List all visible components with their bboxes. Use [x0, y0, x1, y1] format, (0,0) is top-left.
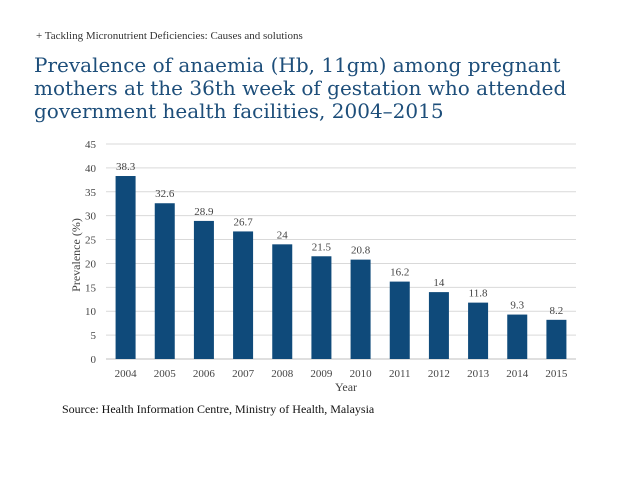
- bar-2004: [115, 176, 136, 359]
- data-label: 20.8: [351, 245, 371, 257]
- x-tick-label: 2014: [506, 368, 529, 380]
- data-label: 9.3: [510, 300, 524, 312]
- bar-2007: [233, 231, 254, 359]
- data-label: 32.6: [155, 188, 175, 200]
- x-tick-label: 2011: [389, 368, 411, 380]
- y-tick-label: 5: [91, 330, 97, 342]
- x-tick-label: 2008: [271, 368, 294, 380]
- chart-title: Prevalence of anaemia (Hb, 11gm) among p…: [34, 53, 567, 123]
- data-label: 8.2: [550, 305, 564, 317]
- y-tick-label: 15: [85, 282, 97, 294]
- data-labels: 38.3 32.6 28.9 26.7 24 21.5 20.8 16.2 14 11.8 9.3 8…: [116, 161, 563, 317]
- x-tick-label: 2015: [545, 368, 568, 380]
- data-label: 11.8: [469, 288, 488, 300]
- x-axis-ticks: 2004 2005 2006 2007 2008 2009 2010 2011 2012 2013…: [115, 368, 568, 380]
- x-tick-label: 2007: [232, 368, 255, 380]
- source-note: Source: Health Information Centre, Minis…: [62, 402, 375, 416]
- bar-2006: [193, 220, 214, 359]
- x-tick-label: 2012: [428, 368, 450, 380]
- bar-2009: [311, 256, 332, 359]
- data-label: 14: [433, 277, 445, 289]
- bar-2013: [468, 302, 489, 359]
- y-axis-ticks: 0 5 10 15 20 25 30 35 40 45: [85, 139, 97, 366]
- bar-chart: 0 5 10 15 20 25 30 35 40 45 38.3 32.6 28.9 26.7 24 21.…: [69, 139, 576, 394]
- y-tick-label: 45: [85, 139, 97, 151]
- y-tick-label: 30: [85, 211, 97, 223]
- x-tick-label: 2009: [310, 368, 333, 380]
- data-label: 24: [277, 229, 289, 241]
- bar-2011: [389, 281, 410, 359]
- data-label: 26.7: [233, 216, 253, 228]
- x-tick-label: 2004: [115, 368, 138, 380]
- y-tick-label: 0: [91, 354, 97, 366]
- bar-2010: [350, 259, 371, 359]
- bar-2008: [272, 244, 293, 359]
- data-label: 28.9: [194, 206, 214, 218]
- gridlines: [106, 143, 576, 360]
- bars: [115, 176, 567, 359]
- y-tick-label: 10: [85, 306, 97, 318]
- bar-2005: [154, 203, 175, 359]
- slide-header: + Tackling Micronutrient Deficiencies: C…: [36, 30, 303, 42]
- y-axis-label: Prevalence (%): [69, 218, 83, 292]
- x-tick-label: 2010: [350, 368, 373, 380]
- data-label: 38.3: [116, 161, 136, 173]
- x-tick-label: 2006: [193, 368, 216, 380]
- x-tick-label: 2005: [154, 368, 177, 380]
- y-tick-label: 20: [85, 258, 97, 270]
- x-axis-label: Year: [335, 380, 357, 394]
- bar-2012: [428, 292, 449, 359]
- bar-2015: [546, 319, 567, 359]
- y-tick-label: 40: [85, 163, 97, 175]
- y-tick-label: 35: [85, 187, 97, 199]
- x-tick-label: 2013: [467, 368, 490, 380]
- data-label: 21.5: [312, 241, 332, 253]
- y-tick-label: 25: [85, 235, 97, 247]
- bar-2014: [507, 314, 528, 359]
- data-label: 16.2: [390, 267, 409, 279]
